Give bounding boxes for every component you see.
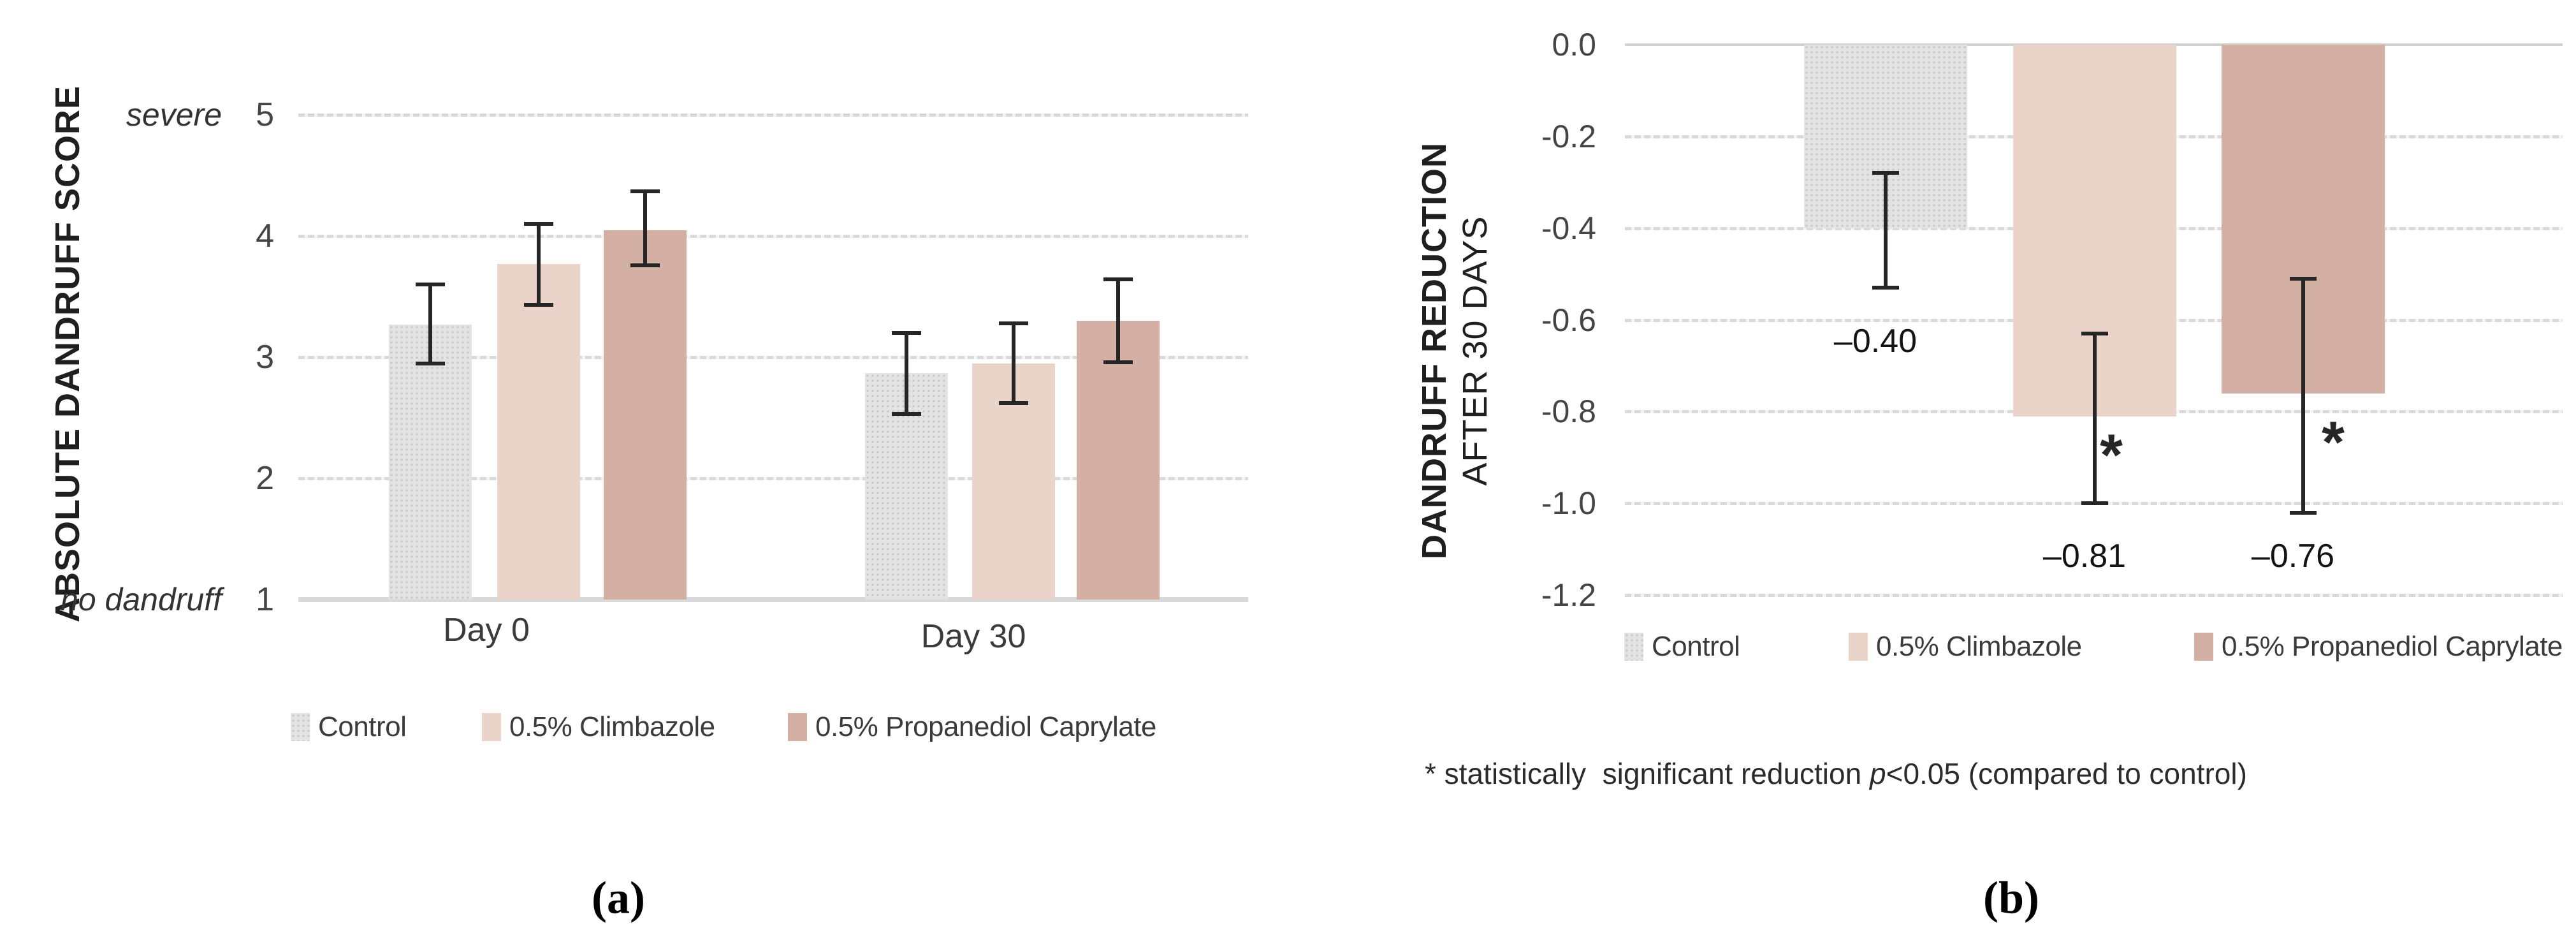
legend-swatch-propanediol-caprylate — [788, 713, 807, 741]
gridline-a-1 — [298, 597, 1248, 602]
error-bar-cap-top-b-0-5-propanediol-caprylate — [2290, 276, 2317, 281]
x-category-label-day-0: Day 0 — [443, 612, 530, 649]
chart-a-legend-item-control: Control — [291, 711, 407, 742]
error-bar-cap-top-a-0-5-propanediol-caprylate-day-30 — [1103, 277, 1133, 282]
bar-a-0-5-propanediol-caprylate-day-0 — [604, 230, 687, 600]
chart-a-legend-item-climbazole: 0.5% Climbazole — [482, 713, 715, 741]
y-tick-b--0.4: -0.4 — [1541, 210, 1596, 246]
legend-label-climbazole: 0.5% Climbazole — [1876, 631, 2082, 662]
gridline-b--1.2 — [1625, 594, 2563, 597]
axis-annotation-severe: severe — [126, 97, 222, 133]
y-tick-a-4: 4 — [256, 217, 274, 254]
chart-b-legend-item-control: Control — [1624, 633, 1740, 661]
error-bar-cap-bottom-b-0-5-climbazole — [2081, 501, 2108, 506]
legend-label-control: Control — [318, 711, 407, 742]
error-bar-cap-top-a-0-5-climbazole-day-0 — [524, 222, 553, 226]
panel-label-b: (b) — [1983, 872, 2039, 924]
chart-b-legend-item-propanediol-caprylate: 0.5% Propanediol Caprylate — [2194, 633, 2563, 661]
legend-label-propanediol-caprylate: 0.5% Propanediol Caprylate — [2222, 631, 2563, 662]
y-tick-b--1.0: -1.0 — [1541, 485, 1596, 522]
y-tick-a-3: 3 — [256, 339, 274, 376]
error-bar-cap-bottom-a-0-5-climbazole-day-30 — [999, 401, 1028, 406]
error-bar-line-b-control — [1884, 173, 1888, 288]
y-tick-b--0.6: -0.6 — [1541, 302, 1596, 338]
legend-swatch-propanediol-caprylate — [2194, 633, 2213, 661]
legend-swatch-climbazole — [482, 713, 501, 741]
legend-swatch-control — [291, 713, 310, 741]
gridline-a-5 — [298, 114, 1248, 117]
y-tick-b-0.0: 0.0 — [1552, 27, 1596, 63]
legend-swatch-climbazole — [1849, 633, 1868, 661]
x-category-label-day-30: Day 30 — [921, 618, 1026, 655]
data-label-0-5-climbazole: –0.81 — [2042, 538, 2127, 575]
footnote-text: * statistically significant reduction — [1425, 757, 1870, 790]
error-bar-line-a-0-5-propanediol-caprylate-day-0 — [643, 191, 647, 265]
chart-b-y-axis-title-line1: DANDRUFF REDUCTION — [1415, 142, 1453, 559]
data-label-control: –0.40 — [1833, 323, 1917, 360]
footnote-text-end: <0.05 (compared to control) — [1886, 757, 2247, 790]
chart-b-legend-item-climbazole: 0.5% Climbazole — [1849, 633, 2082, 661]
error-bar-cap-top-b-control — [1872, 171, 1899, 175]
error-bar-cap-top-a-control-day-0 — [416, 283, 445, 286]
error-bar-line-b-0-5-propanediol-caprylate — [2301, 278, 2305, 513]
error-bar-cap-bottom-a-control-day-0 — [416, 361, 445, 365]
legend-swatch-control — [1624, 633, 1643, 661]
y-tick-b--0.2: -0.2 — [1541, 118, 1596, 154]
legend-label-propanediol-caprylate: 0.5% Propanediol Caprylate — [815, 711, 1156, 742]
significance-asterisk-0-5-climbazole: * — [2100, 423, 2123, 488]
error-bar-line-b-0-5-climbazole — [2093, 334, 2097, 504]
y-tick-a-5: 5 — [256, 96, 274, 133]
gridline-a-2 — [298, 477, 1248, 480]
error-bar-line-a-control-day-30 — [905, 333, 908, 415]
error-bar-cap-top-a-0-5-propanediol-caprylate-day-0 — [630, 189, 660, 193]
gridline-a-4 — [298, 235, 1248, 238]
error-bar-line-a-0-5-climbazole-day-30 — [1012, 323, 1015, 404]
chart-a-legend-item-propanediol-caprylate: 0.5% Propanediol Caprylate — [788, 713, 1156, 741]
y-tick-b--0.8: -0.8 — [1541, 394, 1596, 430]
bar-a-0-5-climbazole-day-0 — [497, 263, 580, 600]
significance-footnote: * statistically significant reduction p<… — [1425, 756, 2247, 791]
legend-label-control: Control — [1652, 631, 1740, 662]
axis-annotation-no-dandruff: no dandruff — [61, 582, 222, 617]
error-bar-cap-bottom-b-0-5-propanediol-caprylate — [2290, 510, 2317, 515]
error-bar-line-a-0-5-climbazole-day-0 — [537, 224, 541, 305]
data-label-0-5-propanediol-caprylate: –0.76 — [2251, 538, 2335, 575]
error-bar-cap-top-a-control-day-30 — [892, 331, 921, 335]
chart-a-y-axis-title: ABSOLUTE DANDRUFF SCORE — [48, 85, 87, 622]
error-bar-cap-top-a-0-5-climbazole-day-30 — [999, 321, 1028, 325]
bar-a-0-5-propanediol-caprylate-day-30 — [1077, 321, 1160, 600]
y-tick-b--1.2: -1.2 — [1541, 577, 1596, 613]
footnote-p-symbol: p — [1869, 757, 1886, 790]
y-tick-a-1: 1 — [256, 581, 274, 618]
bar-a-control-day-0 — [389, 324, 472, 600]
error-bar-cap-bottom-b-control — [1872, 286, 1899, 290]
y-tick-a-2: 2 — [256, 460, 274, 497]
panel-label-a: (a) — [592, 872, 645, 924]
legend-label-climbazole: 0.5% Climbazole — [509, 711, 715, 742]
error-bar-cap-bottom-a-0-5-propanediol-caprylate-day-0 — [630, 263, 660, 267]
error-bar-cap-bottom-a-0-5-propanediol-caprylate-day-30 — [1103, 360, 1133, 364]
significance-asterisk-0-5-propanediol-caprylate: * — [2322, 410, 2345, 475]
error-bar-cap-bottom-a-control-day-30 — [892, 412, 921, 416]
error-bar-cap-bottom-a-0-5-climbazole-day-0 — [524, 303, 553, 307]
error-bar-cap-top-b-0-5-climbazole — [2081, 332, 2108, 336]
error-bar-line-a-control-day-0 — [428, 284, 432, 364]
error-bar-line-a-0-5-propanediol-caprylate-day-30 — [1116, 279, 1120, 362]
gridline-a-3 — [298, 356, 1248, 359]
